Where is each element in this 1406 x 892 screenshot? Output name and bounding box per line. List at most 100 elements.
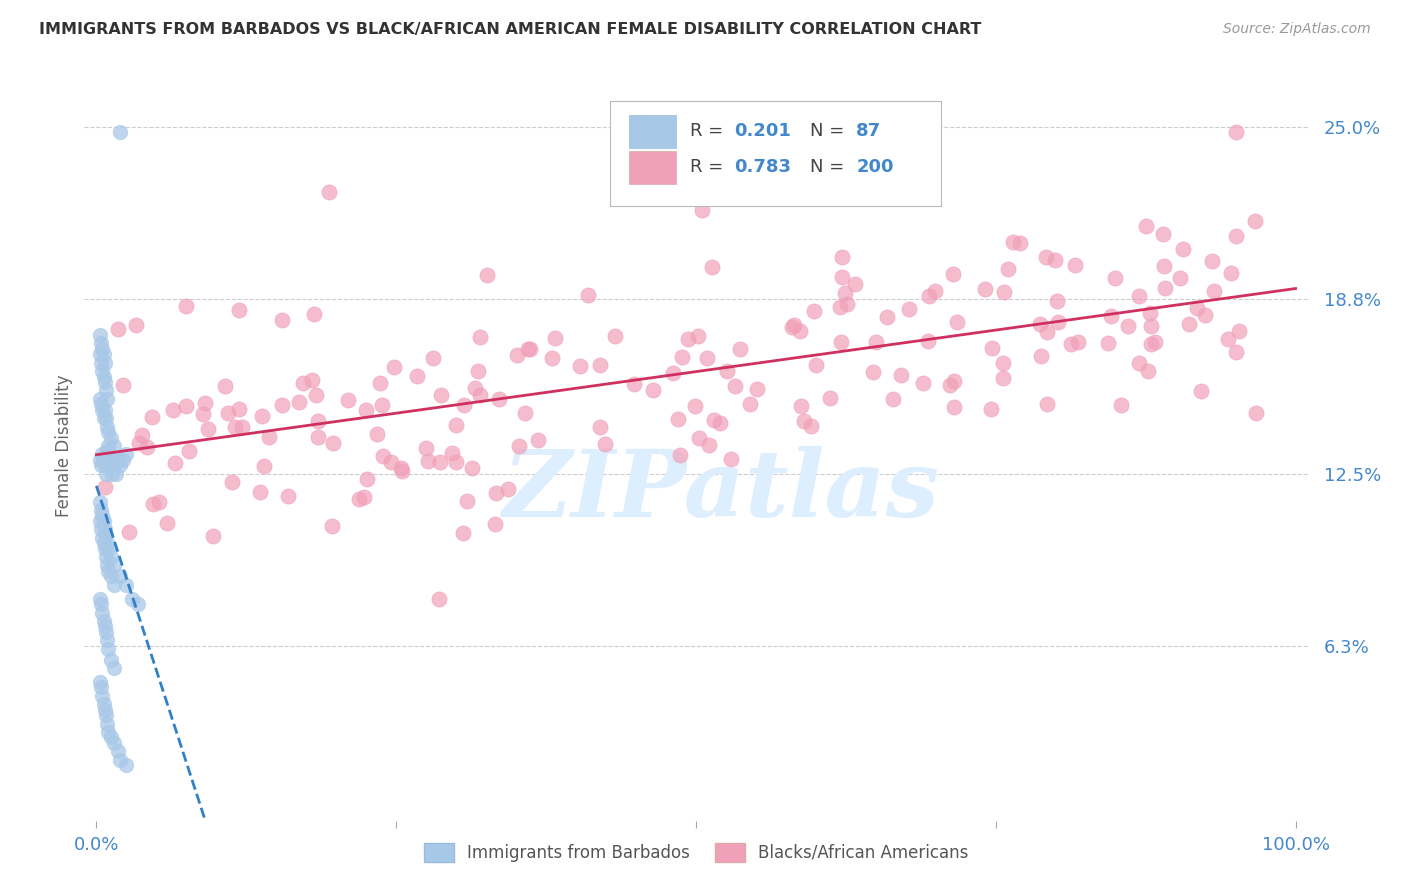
Point (94, 708, 117, 723)
Point (97, 541, 120, 556)
Point (110, 569, 132, 583)
Point (1047, 315, 1070, 329)
Point (1137, 364, 1160, 378)
Point (115, 447, 138, 461)
Point (221, 475, 243, 490)
Point (924, 284, 946, 298)
Point (141, 410, 163, 425)
Point (97, 724, 120, 739)
Point (484, 516, 506, 531)
Point (224, 420, 246, 434)
Point (890, 368, 912, 383)
FancyBboxPatch shape (628, 115, 676, 148)
Point (724, 378, 747, 392)
Text: 0.201: 0.201 (734, 122, 790, 140)
Point (292, 376, 315, 390)
Point (1220, 267, 1243, 281)
Point (688, 431, 710, 445)
Point (1128, 356, 1150, 370)
Point (429, 455, 451, 469)
Point (90, 397, 112, 411)
Point (89, 591, 111, 606)
Point (93, 703, 117, 717)
Point (1031, 349, 1053, 363)
Point (128, 436, 150, 450)
Point (89, 494, 111, 508)
Point (1060, 336, 1083, 351)
Point (515, 406, 537, 420)
Point (197, 422, 219, 436)
Point (101, 467, 124, 481)
Point (595, 436, 617, 450)
Point (257, 430, 280, 444)
Point (89, 328, 111, 343)
Point (709, 417, 731, 431)
Point (89, 453, 111, 467)
Point (793, 414, 815, 428)
Point (467, 364, 489, 378)
Point (94, 411, 117, 425)
Point (678, 332, 700, 346)
Point (93, 614, 115, 628)
Point (508, 439, 530, 453)
Point (1097, 335, 1119, 350)
Point (475, 268, 498, 282)
Point (686, 329, 709, 343)
Point (834, 285, 856, 300)
Point (249, 484, 271, 499)
Text: IMMIGRANTS FROM BARBADOS VS BLACK/AFRICAN AMERICAN FEMALE DISABILITY CORRELATION: IMMIGRANTS FROM BARBADOS VS BLACK/AFRICA… (39, 22, 981, 37)
Point (131, 427, 153, 442)
Point (789, 324, 811, 338)
Point (91, 531, 114, 545)
Point (98, 453, 121, 467)
Point (1099, 309, 1122, 323)
Point (997, 262, 1019, 277)
Point (468, 388, 491, 402)
Point (683, 399, 706, 413)
Point (93, 347, 115, 361)
Point (1002, 235, 1025, 250)
Point (444, 417, 467, 432)
Point (91, 606, 114, 620)
Point (456, 494, 478, 508)
Point (806, 358, 828, 372)
Point (91, 364, 114, 378)
Point (115, 578, 138, 592)
Point (100, 458, 122, 473)
Point (177, 443, 200, 458)
Point (1028, 317, 1050, 331)
Point (1225, 344, 1247, 359)
Point (803, 303, 825, 318)
Point (90, 503, 112, 517)
Point (942, 400, 965, 414)
Point (541, 351, 564, 366)
Point (671, 350, 693, 364)
Point (194, 396, 217, 410)
Point (93, 458, 117, 473)
Point (882, 392, 904, 406)
Point (980, 401, 1002, 416)
Point (800, 419, 823, 434)
Point (738, 396, 761, 410)
Point (461, 460, 484, 475)
Point (1046, 294, 1069, 309)
Point (1227, 325, 1250, 339)
Point (666, 412, 689, 426)
Point (1244, 406, 1267, 420)
Point (94, 480, 117, 494)
Point (912, 376, 935, 390)
Point (103, 736, 125, 750)
Point (830, 300, 852, 314)
Point (716, 364, 738, 378)
Point (942, 267, 965, 281)
Point (94, 467, 117, 481)
Point (993, 285, 1015, 299)
Point (917, 334, 939, 348)
Point (1187, 301, 1209, 315)
Point (1153, 259, 1175, 273)
Point (943, 374, 966, 388)
Point (124, 318, 146, 332)
Point (100, 431, 122, 445)
Point (103, 453, 125, 467)
Point (1216, 332, 1239, 346)
